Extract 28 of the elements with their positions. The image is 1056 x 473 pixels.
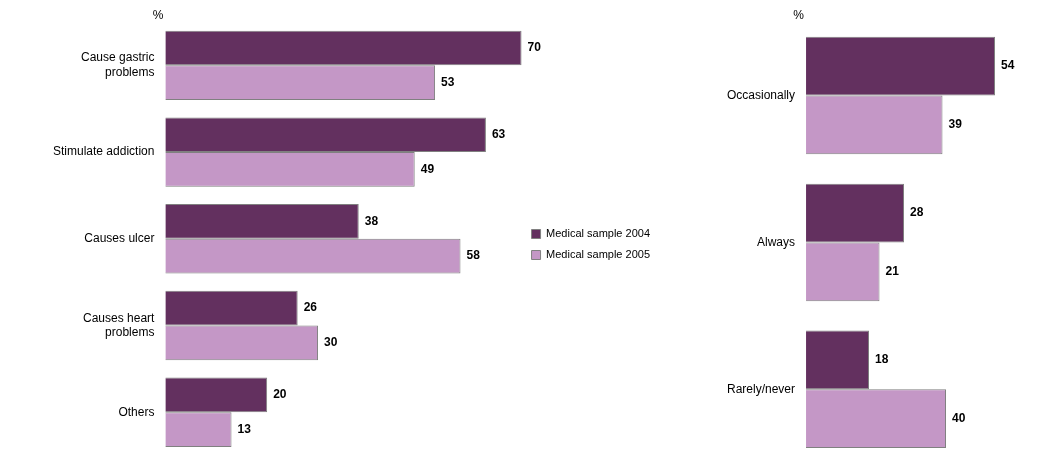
data-label: 13: [237, 421, 252, 436]
data-label: 63: [491, 127, 506, 142]
y-tick-label: Rarely/never: [727, 381, 796, 396]
data-label: 54: [1001, 58, 1015, 73]
y-tick-label: Causes ulcer: [84, 231, 155, 246]
data-label: 28: [910, 205, 924, 220]
legend-label: Medical sample 2004: [546, 227, 651, 240]
data-label: 49: [420, 161, 435, 176]
legend-label: Medical sample 2005: [546, 248, 651, 261]
y-tick-label: Others: [118, 404, 155, 419]
text: %: [152, 8, 164, 23]
data-label: 58: [466, 248, 481, 263]
data-label: 26: [303, 300, 318, 315]
y-tick-label: Always: [757, 234, 796, 249]
data-label: 70: [527, 40, 542, 55]
y-tick-label: Occasionally: [727, 87, 796, 102]
data-label: 38: [364, 213, 379, 228]
data-label: 20: [273, 387, 287, 402]
data-label: 18: [875, 352, 889, 367]
data-label: 30: [324, 335, 338, 350]
data-label: 39: [948, 117, 963, 132]
y-tick-label: Stimulate addiction: [53, 144, 155, 159]
data-label: 53: [441, 75, 455, 90]
text: %: [793, 8, 805, 23]
data-label: 21: [885, 264, 900, 279]
data-label: 40: [952, 411, 966, 426]
y-tick-label: Cause gastric problems: [81, 50, 155, 79]
y-tick-label: Causes heart problems: [83, 310, 156, 340]
